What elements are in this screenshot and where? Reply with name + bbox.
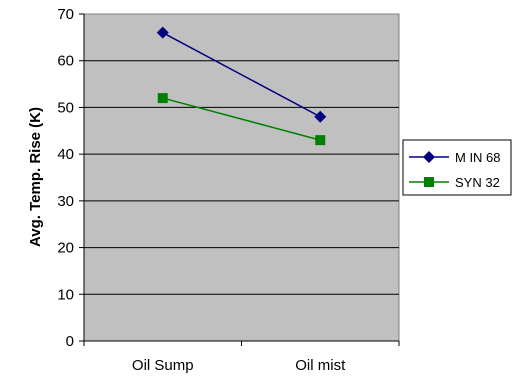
- y-tick-label: 40: [57, 146, 74, 163]
- x-axis-ticks: Oil Sump Oil mist: [83, 341, 400, 374]
- data-point: [156, 26, 169, 39]
- y-axis-title: Avg. Temp. Rise (K): [27, 107, 44, 247]
- data-point: [157, 93, 168, 104]
- series-line: [162, 32, 321, 118]
- series-layer: [156, 26, 327, 146]
- series-0: [156, 26, 327, 123]
- gridlines: [84, 60, 399, 295]
- legend-marker: [424, 177, 434, 187]
- legend-box: [402, 139, 512, 196]
- legend-label: SYN 32: [455, 175, 500, 190]
- y-tick-label: 60: [57, 53, 74, 70]
- y-tick-label: 10: [57, 286, 74, 303]
- series-1: [157, 93, 326, 146]
- y-tick-label: 70: [57, 6, 74, 23]
- legend-items: M IN 68 SYN 32: [409, 150, 501, 190]
- x-tick-label: Oil Sump: [132, 357, 194, 374]
- legend-label: M IN 68: [455, 150, 501, 165]
- series-line: [162, 97, 321, 141]
- y-tick-label: 30: [57, 193, 74, 210]
- y-tick-label: 0: [66, 333, 74, 350]
- x-tick-label: Oil mist: [295, 357, 346, 374]
- plot-area: [83, 13, 400, 342]
- legend: M IN 68 SYN 32: [402, 139, 512, 196]
- data-point: [314, 110, 327, 123]
- y-tick-label: 50: [57, 99, 74, 116]
- data-point: [315, 135, 326, 146]
- y-tick-label: 20: [57, 240, 74, 257]
- y-axis-ticks: 0 10 20 30 40 50 60 70: [57, 6, 84, 350]
- legend-marker: [423, 151, 435, 163]
